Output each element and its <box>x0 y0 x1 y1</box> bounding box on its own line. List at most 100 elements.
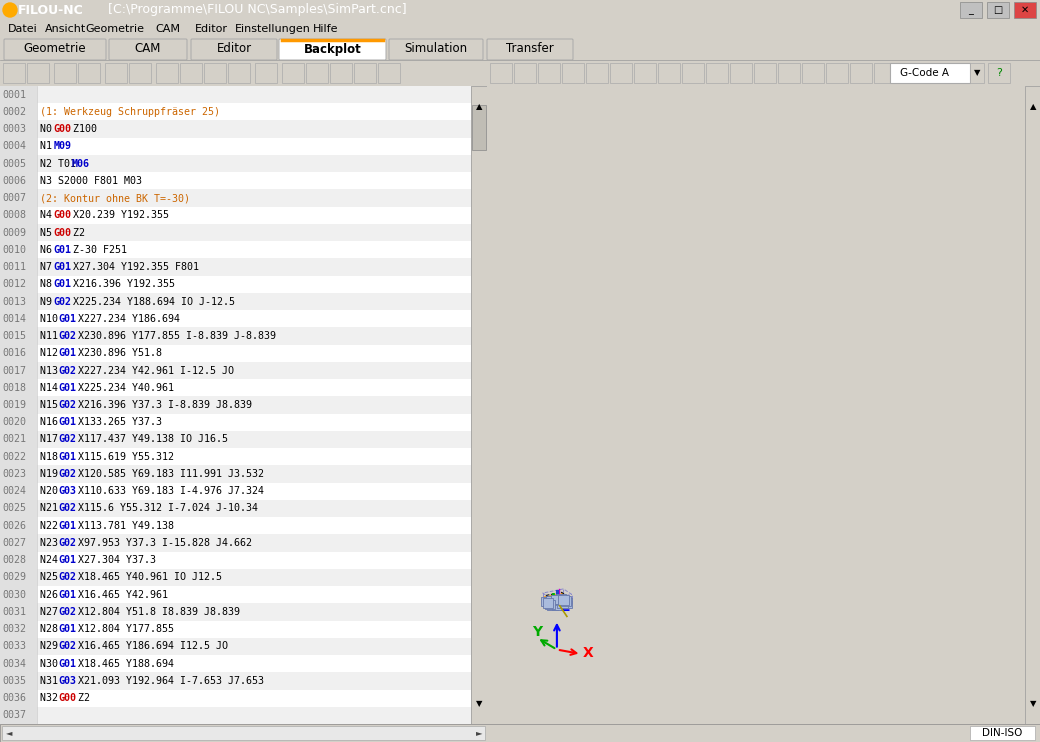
Text: X12.804 Y177.855: X12.804 Y177.855 <box>72 624 174 634</box>
Bar <box>0 482 471 500</box>
Text: ✕: ✕ <box>1021 5 1029 15</box>
Text: DIN-ISO: DIN-ISO <box>982 728 1022 738</box>
Text: N4: N4 <box>40 210 58 220</box>
Bar <box>0 396 471 413</box>
Text: X12.804 Y51.8 I8.839 J8.839: X12.804 Y51.8 I8.839 J8.839 <box>72 607 239 617</box>
Text: Ansicht: Ansicht <box>45 24 86 34</box>
Bar <box>0 103 37 120</box>
Bar <box>0 258 471 276</box>
Bar <box>129 63 151 83</box>
Bar <box>0 224 471 241</box>
Bar <box>658 63 680 83</box>
Bar <box>802 63 824 83</box>
Text: Simulation: Simulation <box>405 42 468 56</box>
Bar <box>561 597 571 606</box>
FancyBboxPatch shape <box>4 39 106 60</box>
Text: 0010: 0010 <box>2 245 26 255</box>
Bar <box>0 431 471 448</box>
Bar <box>0 138 471 155</box>
Text: Z2: Z2 <box>67 228 85 237</box>
Bar <box>0 689 471 707</box>
Bar <box>538 63 560 83</box>
Text: 0022: 0022 <box>2 452 26 462</box>
Text: G02: G02 <box>58 504 76 513</box>
Bar <box>0 224 37 241</box>
Text: X133.265 Y37.3: X133.265 Y37.3 <box>72 417 161 427</box>
Text: ◄: ◄ <box>6 729 12 738</box>
Bar <box>3 63 25 83</box>
Text: 0013: 0013 <box>2 297 26 306</box>
Text: G02: G02 <box>58 435 76 444</box>
Bar <box>826 63 848 83</box>
Bar <box>970 63 984 83</box>
Text: X115.619 Y55.312: X115.619 Y55.312 <box>72 452 174 462</box>
Bar <box>0 241 37 258</box>
Bar <box>0 603 37 620</box>
Bar <box>0 655 471 672</box>
Text: N27: N27 <box>40 607 64 617</box>
Text: N8: N8 <box>40 279 58 289</box>
Bar <box>0 362 471 379</box>
Text: G01: G01 <box>58 383 76 393</box>
Text: G00: G00 <box>53 210 72 220</box>
Text: G-Code A: G-Code A <box>901 68 950 78</box>
Bar <box>547 601 557 611</box>
Text: X117.437 Y49.138 IO J16.5: X117.437 Y49.138 IO J16.5 <box>72 435 228 444</box>
Bar <box>754 63 776 83</box>
Text: X120.585 Y69.183 I11.991 J3.532: X120.585 Y69.183 I11.991 J3.532 <box>72 469 263 479</box>
Text: FILOU-NC: FILOU-NC <box>18 4 84 16</box>
Text: X115.6 Y55.312 I-7.024 J-10.34: X115.6 Y55.312 I-7.024 J-10.34 <box>72 504 258 513</box>
Bar <box>557 599 568 608</box>
Bar <box>330 63 352 83</box>
Text: N29: N29 <box>40 641 64 651</box>
Text: (2: Kontur ohne BK T=-30): (2: Kontur ohne BK T=-30) <box>40 193 190 203</box>
Bar <box>0 189 471 207</box>
Bar <box>988 63 1010 83</box>
Text: N3 S2000 F801 M03: N3 S2000 F801 M03 <box>40 176 142 186</box>
Bar <box>0 86 471 103</box>
Text: X97.953 Y37.3 I-15.828 J4.662: X97.953 Y37.3 I-15.828 J4.662 <box>72 538 252 548</box>
Text: G01: G01 <box>53 279 72 289</box>
Bar <box>0 655 37 672</box>
Bar <box>282 63 304 83</box>
FancyBboxPatch shape <box>109 39 187 60</box>
Text: N7: N7 <box>40 262 58 272</box>
Text: (1: Werkzeug Schruppfräser 25): (1: Werkzeug Schruppfräser 25) <box>40 107 220 116</box>
Bar <box>0 310 37 327</box>
Text: X27.304 Y192.355 F801: X27.304 Y192.355 F801 <box>67 262 199 272</box>
Bar <box>0 120 37 138</box>
Text: G02: G02 <box>58 469 76 479</box>
FancyBboxPatch shape <box>487 39 573 60</box>
Bar <box>0 241 471 258</box>
Text: X21.093 Y192.964 I-7.653 J7.653: X21.093 Y192.964 I-7.653 J7.653 <box>72 676 263 686</box>
Bar <box>0 276 471 293</box>
Text: G02: G02 <box>58 641 76 651</box>
Text: 0029: 0029 <box>2 572 26 582</box>
Bar <box>0 586 471 603</box>
Text: ▲: ▲ <box>475 102 483 111</box>
Text: G01: G01 <box>58 417 76 427</box>
Bar <box>378 63 400 83</box>
Text: 0027: 0027 <box>2 538 26 548</box>
Text: G00: G00 <box>58 693 76 703</box>
Text: N1: N1 <box>40 142 58 151</box>
Text: G02: G02 <box>58 366 76 375</box>
Text: N31: N31 <box>40 676 64 686</box>
Text: X216.396 Y192.355: X216.396 Y192.355 <box>67 279 175 289</box>
Bar <box>0 603 471 620</box>
Bar <box>0 569 471 586</box>
Text: 0030: 0030 <box>2 590 26 600</box>
Bar <box>898 63 920 83</box>
Text: 0007: 0007 <box>2 193 26 203</box>
Bar <box>0 448 471 465</box>
Text: G01: G01 <box>58 348 76 358</box>
Text: G03: G03 <box>58 486 76 496</box>
Text: ►: ► <box>475 729 483 738</box>
Text: X227.234 Y42.961 I-12.5 JO: X227.234 Y42.961 I-12.5 JO <box>72 366 234 375</box>
Text: 0015: 0015 <box>2 331 26 341</box>
Bar <box>0 155 471 172</box>
Bar <box>0 293 37 310</box>
Text: G02: G02 <box>53 297 72 306</box>
Text: X225.234 Y188.694 IO J-12.5: X225.234 Y188.694 IO J-12.5 <box>67 297 235 306</box>
Text: ▲: ▲ <box>1030 102 1036 111</box>
